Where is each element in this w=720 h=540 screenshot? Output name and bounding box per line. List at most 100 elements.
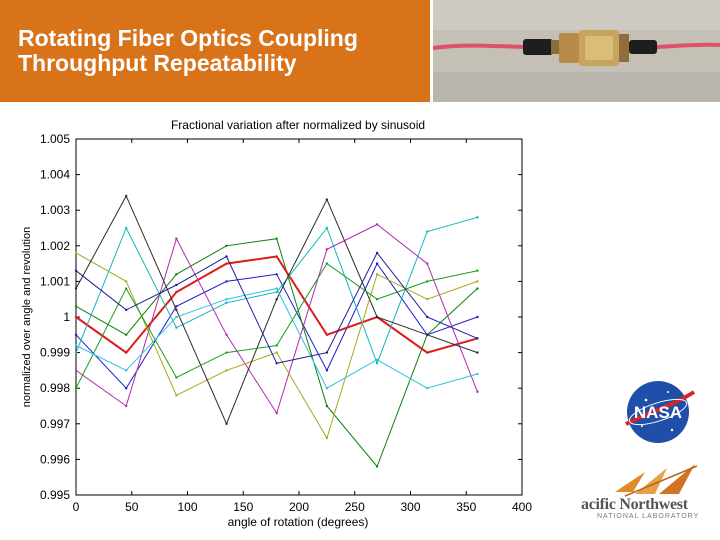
data-point — [325, 333, 329, 336]
x-axis-label: angle of rotation (degrees) — [228, 515, 369, 529]
pnnl-subtitle: NATIONAL LABORATORY — [597, 513, 700, 520]
data-point — [225, 244, 228, 247]
data-point — [476, 337, 479, 340]
data-point — [225, 333, 228, 336]
data-point — [74, 333, 78, 336]
y-tick-label: 1.003 — [40, 203, 70, 217]
x-tick-label: 0 — [73, 500, 80, 514]
data-point — [225, 298, 228, 301]
data-point — [74, 305, 78, 308]
x-tick-label: 300 — [400, 500, 420, 514]
data-point — [74, 351, 78, 354]
x-tick-label: 200 — [289, 500, 309, 514]
data-point — [124, 404, 128, 408]
data-point — [426, 315, 429, 319]
data-point — [225, 301, 228, 304]
data-point — [275, 237, 278, 240]
data-point — [375, 251, 379, 255]
data-point — [124, 308, 128, 312]
data-point — [375, 358, 379, 361]
x-tick-label: 100 — [177, 500, 197, 514]
y-axis-label: normalized over angle and revolution — [21, 227, 33, 407]
data-point — [426, 333, 429, 336]
data-point — [225, 280, 228, 283]
y-tick-label: 1.004 — [40, 168, 70, 182]
data-point — [74, 315, 78, 319]
fiber-optic-rotary-joint-photo-icon — [433, 0, 720, 102]
data-point — [375, 273, 379, 276]
data-point — [175, 305, 178, 308]
data-point — [375, 298, 379, 301]
data-point — [175, 273, 178, 276]
data-point — [124, 287, 128, 290]
data-point — [275, 255, 278, 258]
data-point — [426, 387, 429, 390]
data-point — [225, 262, 228, 265]
y-tick-label: 1.001 — [40, 274, 70, 288]
chart-title: Fractional variation after normalized by… — [171, 118, 425, 132]
data-point — [124, 369, 128, 372]
data-point — [476, 390, 479, 393]
x-tick-label: 400 — [512, 500, 532, 514]
data-point — [74, 251, 78, 255]
data-point — [426, 280, 429, 283]
pnnl-logo: acific Northwest NATIONAL LABORATORY — [575, 462, 720, 522]
data-point — [325, 404, 329, 408]
data-point — [275, 362, 278, 365]
pnnl-name: acific Northwest — [581, 496, 688, 513]
data-point — [225, 369, 228, 372]
slide-title: Rotating Fiber Optics Coupling Throughpu… — [18, 25, 358, 76]
data-point — [375, 223, 379, 226]
data-point — [325, 198, 329, 201]
y-tick-label: 0.996 — [40, 452, 70, 466]
data-point — [124, 226, 128, 230]
y-tick-label: 1.002 — [40, 239, 70, 253]
y-tick-label: 1.005 — [40, 132, 70, 146]
data-point — [426, 230, 429, 233]
data-point — [325, 369, 329, 372]
data-point — [74, 387, 78, 390]
y-tick-label: 0.999 — [40, 346, 70, 360]
y-tick-label: 1 — [63, 310, 70, 324]
series-lines — [74, 194, 479, 468]
data-point — [124, 194, 128, 198]
data-point — [124, 351, 128, 354]
data-point — [476, 315, 479, 319]
data-point — [124, 280, 128, 283]
data-point — [175, 237, 178, 240]
data-point — [175, 376, 178, 379]
data-point — [476, 351, 479, 354]
nasa-logo-text: NASA — [634, 403, 682, 422]
data-point — [476, 287, 479, 290]
data-point — [124, 333, 128, 336]
data-point — [175, 315, 178, 319]
data-point — [175, 326, 178, 329]
data-point — [275, 351, 278, 354]
data-point — [426, 298, 429, 301]
data-point — [325, 387, 329, 390]
data-point — [476, 280, 479, 283]
y-axis-ticks: 0.995 0.996 0.997 0.998 0.999 1 1.001 1.002 1.00… — [40, 132, 522, 502]
title-banner: Rotating Fiber Optics Coupling Throughpu… — [0, 0, 430, 102]
data-point — [375, 362, 379, 365]
data-point — [74, 344, 78, 347]
data-point — [74, 369, 78, 372]
pnnl-swoosh-icon — [615, 464, 698, 497]
data-point — [275, 290, 278, 294]
data-point — [476, 372, 479, 376]
data-point — [325, 248, 329, 251]
data-point — [225, 422, 228, 425]
data-point — [275, 273, 278, 276]
data-point — [275, 298, 278, 301]
x-tick-label: 150 — [233, 500, 253, 514]
data-point — [225, 351, 228, 354]
data-point — [74, 269, 78, 272]
data-point — [476, 216, 479, 219]
data-point — [175, 283, 178, 287]
data-point — [325, 226, 329, 230]
data-point — [225, 255, 228, 258]
data-point — [476, 269, 479, 272]
line-chart: Fractional variation after normalized by… — [21, 118, 532, 529]
x-axis-ticks: 0 50 100 150 200 250 300 350 400 — [73, 139, 532, 514]
data-point — [426, 262, 429, 265]
